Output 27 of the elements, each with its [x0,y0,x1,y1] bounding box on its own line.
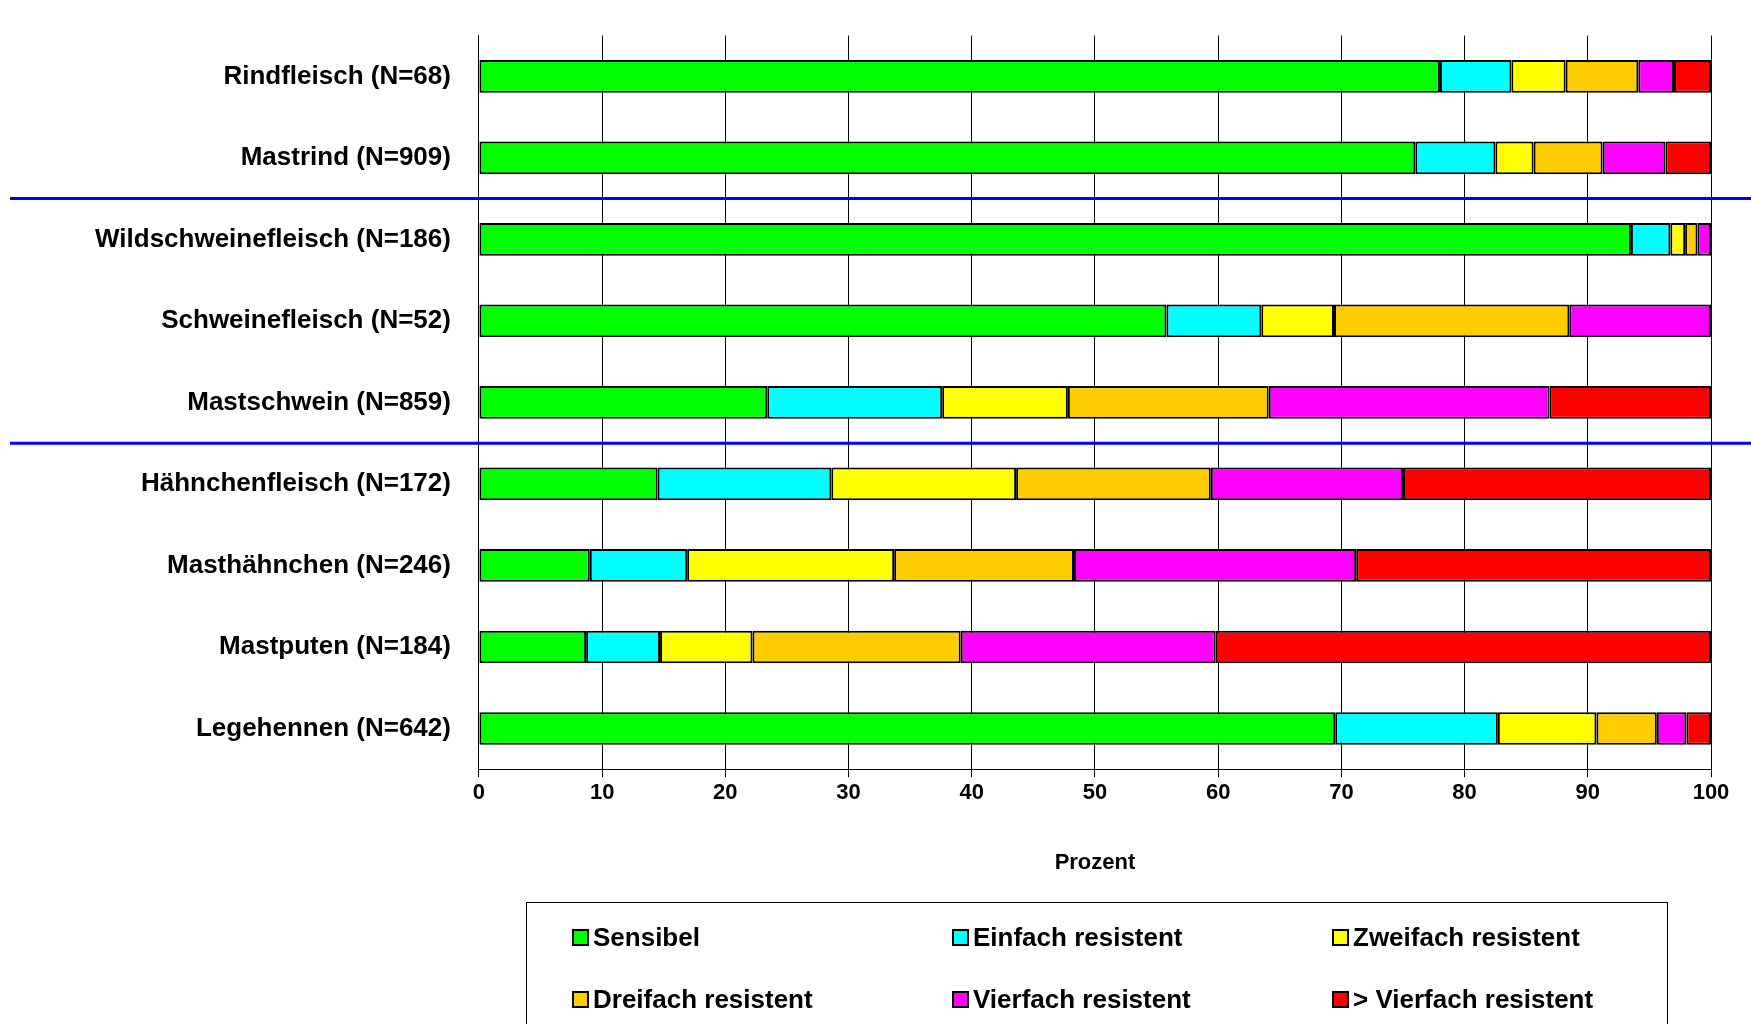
x-tick-label: 10 [589,779,615,805]
x-tick-label: 20 [713,779,738,805]
x-tick-label: 30 [836,779,861,805]
x-tick-label: 60 [1205,779,1231,805]
legend-label: Zweifach resistent [1353,921,1580,953]
y-tick-label: Schweinefleisch (N=52) [161,304,451,335]
x-axis-title: Prozent [1054,848,1136,874]
x-tick-label: 50 [1082,779,1108,805]
y-tick-label: Legehennen (N=642) [195,711,451,742]
y-tick-label: Hähnchenfleisch (N=172) [141,467,451,498]
x-tick-label: 0 [472,779,486,805]
y-tick-label: Rindfleisch (N=68) [223,59,451,90]
y-tick-label: Mastrind (N=909) [240,141,451,172]
y-tick-label: Masthähnchen (N=246) [167,548,451,579]
x-tick-label: 40 [959,779,985,805]
x-tick-label: 70 [1329,779,1354,805]
x-tick-label: 90 [1575,779,1601,805]
legend-label: Dreifach resistent [593,983,813,1015]
legend-label: > Vierfach resistent [1353,983,1594,1015]
y-tick-label: Mastputen (N=184) [219,630,451,661]
y-tick-label: Mastschwein (N=859) [187,385,451,416]
y-tick-label: Wildschweinefleisch (N=186) [94,222,451,253]
x-tick-label: 100 [1692,779,1730,805]
x-tick-label: 80 [1452,779,1477,805]
legend-label: Vierfach resistent [973,983,1191,1015]
legend-label: Sensibel [593,921,700,953]
legend-label: Einfach resistent [973,921,1183,953]
